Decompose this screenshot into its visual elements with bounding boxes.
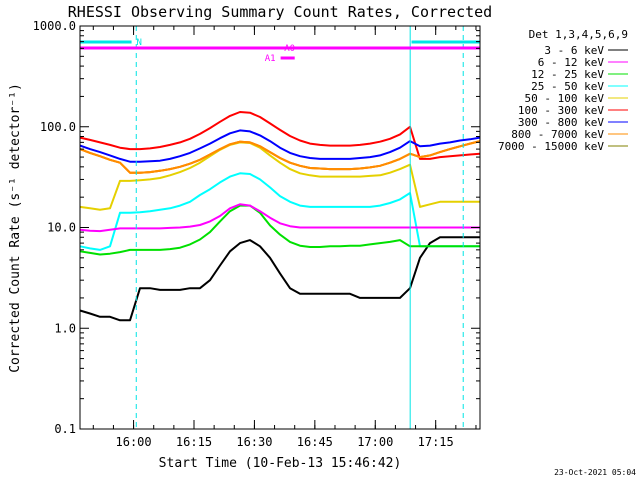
series-line-3 <box>79 204 480 256</box>
y-tick-label: 1.0 <box>54 321 76 335</box>
legend-entry-7: 300 - 800 keV <box>518 116 604 129</box>
y-tick-label: 1000.0 <box>33 19 76 33</box>
x-axis-title: Start Time (10-Feb-13 15:46:42) <box>159 456 402 471</box>
series-line-7 <box>79 129 481 163</box>
legend-header: Det 1,3,4,5,6,9 <box>529 28 628 41</box>
axes-layer: 0.1 1.0 10.0 100.0 1000.0 16:00 16:15 16:30 16:4… <box>33 19 480 449</box>
y-axis-title: Corrected Count Rate (s⁻¹ detector⁻¹) <box>8 83 23 373</box>
status-bar-label-a0: A0 <box>284 44 295 54</box>
series-line-6 <box>79 111 481 160</box>
series-line-1 <box>79 236 480 322</box>
status-bar-label-n: N <box>137 38 142 48</box>
x-tick-label: 16:45 <box>297 435 333 449</box>
series-line-2 <box>79 203 480 233</box>
y-tick-label: 0.1 <box>54 422 76 436</box>
legend-entry-8: 800 - 7000 keV <box>511 128 604 141</box>
legend-entry-6: 100 - 300 keV <box>518 104 604 117</box>
x-tick-label: 17:15 <box>418 435 454 449</box>
legend-entry-4: 25 - 50 keV <box>531 80 604 93</box>
chart-title: RHESSI Observing Summary Count Rates, Co… <box>68 3 492 21</box>
series-line-8 <box>79 140 481 174</box>
x-tick-label: 16:15 <box>176 435 212 449</box>
legend-entry-2: 6 - 12 keV <box>538 56 605 69</box>
x-tick-label: 17:00 <box>357 435 393 449</box>
status-bar-label-a1: A1 <box>265 54 276 64</box>
legend-entry-9: 7000 - 15000 keV <box>498 140 604 153</box>
x-tick-label: 16:30 <box>236 435 272 449</box>
timestamp: 23-Oct-2021 05:04 <box>554 468 636 477</box>
legend-entry-5: 50 - 100 keV <box>525 92 605 105</box>
series-line-4 <box>79 172 480 251</box>
y-tick-label: 10.0 <box>47 221 76 235</box>
series-line-5 <box>79 141 480 211</box>
legend-entry-1: 3 - 6 keV <box>544 44 604 57</box>
x-tick-label: 16:00 <box>116 435 152 449</box>
legend-entry-3: 12 - 25 keV <box>531 68 604 81</box>
y-tick-label: 100.0 <box>40 120 76 134</box>
